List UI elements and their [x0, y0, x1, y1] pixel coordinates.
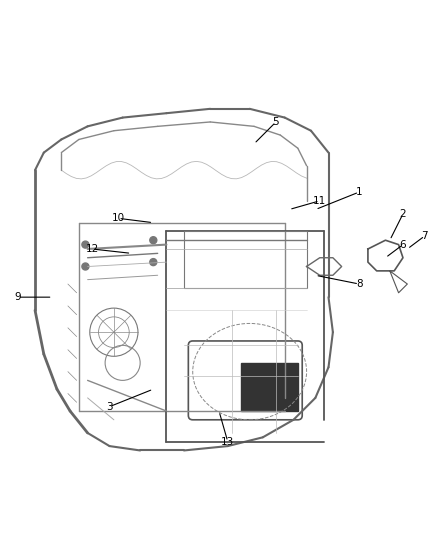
Text: 2: 2 — [399, 209, 406, 219]
Circle shape — [150, 237, 157, 244]
Text: 13: 13 — [221, 437, 234, 447]
Circle shape — [82, 241, 89, 248]
Text: 10: 10 — [112, 213, 125, 223]
Circle shape — [82, 263, 89, 270]
Text: 1: 1 — [356, 187, 363, 197]
Text: 3: 3 — [106, 402, 113, 411]
Text: 9: 9 — [14, 292, 21, 302]
Text: 12: 12 — [85, 244, 99, 254]
Text: 5: 5 — [272, 117, 279, 127]
Text: 7: 7 — [421, 231, 428, 241]
Bar — [241, 363, 298, 411]
Text: 8: 8 — [356, 279, 363, 289]
Text: 6: 6 — [399, 240, 406, 249]
Text: 11: 11 — [313, 196, 326, 206]
Circle shape — [150, 259, 157, 265]
